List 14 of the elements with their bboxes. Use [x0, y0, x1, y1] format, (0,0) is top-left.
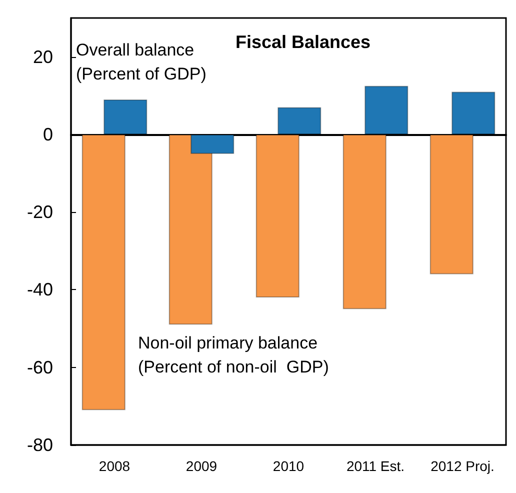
x-tick-label: 2009	[186, 458, 218, 474]
y-tick-label: 0	[42, 124, 53, 144]
y-tick-label: -60	[26, 357, 53, 378]
x-tick-label: 2010	[272, 458, 304, 474]
y-tick-label: -20	[26, 202, 53, 222]
series-label: Overall balance (Percent of GDP)	[76, 40, 206, 84]
y-tick-label: -80	[26, 435, 53, 455]
y-tick-label: -40	[26, 280, 53, 300]
x-tick-label: 2012 Proj.	[430, 458, 494, 474]
text: Fiscal Balances	[235, 32, 371, 52]
y-tick-label: 20	[32, 46, 53, 67]
x-tick-label: 2011 Est.	[346, 458, 405, 474]
series-label: Non-oil primary balance (Percent of non-oil GDP)	[138, 334, 329, 376]
x-tick-label: 2008	[98, 458, 130, 474]
